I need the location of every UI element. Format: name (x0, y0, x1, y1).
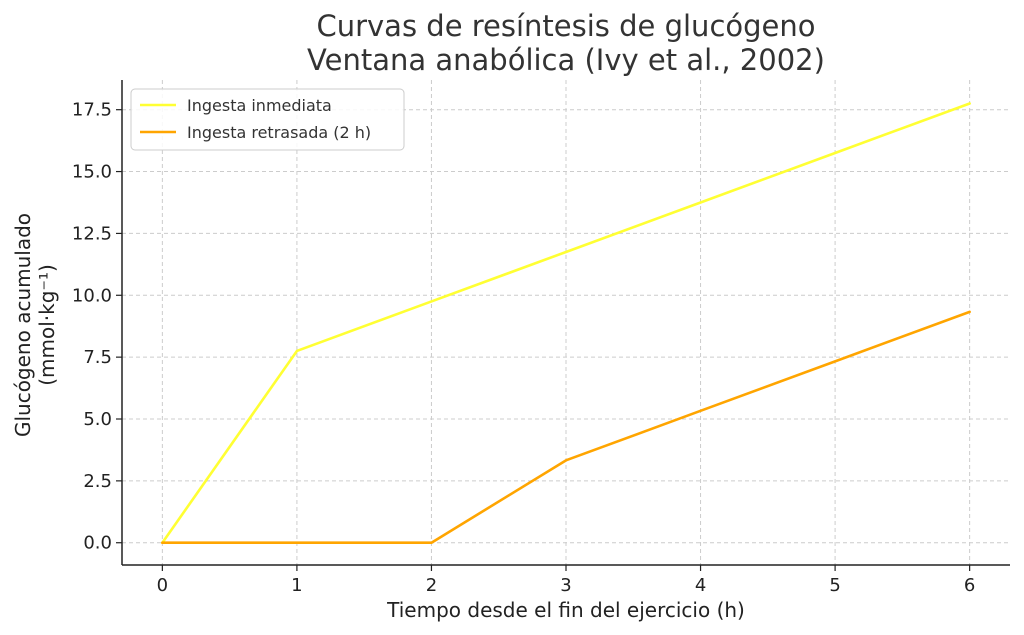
x-tick-label: 3 (560, 575, 571, 596)
y-axis-label-line-2: (mmol·kg⁻¹) (35, 264, 59, 386)
chart-title: Curvas de resíntesis de glucógeno Ventan… (307, 9, 825, 77)
y-axis-label-line-1: Glucógeno acumulado (11, 213, 35, 437)
y-tick-label: 7.5 (83, 347, 112, 368)
y-tick-label: 0.0 (83, 533, 112, 554)
series-line-1 (161, 102, 971, 545)
grid (122, 80, 1010, 565)
y-tick-label: 12.5 (72, 223, 112, 244)
legend-label-1: Ingesta inmediata (187, 96, 332, 115)
series-lines (161, 102, 971, 545)
chart-title-line-1: Curvas de resíntesis de glucógeno (316, 9, 815, 43)
x-tick-label: 1 (291, 575, 302, 596)
x-tick-label: 6 (964, 575, 975, 596)
y-tick-label: 5.0 (83, 409, 112, 430)
legend-box (130, 88, 405, 151)
x-tick-label: 2 (426, 575, 437, 596)
y-tick-label: 15.0 (72, 162, 112, 183)
x-tick-label: 0 (157, 575, 168, 596)
y-tick-label: 10.0 (72, 285, 112, 306)
x-tick-label: 4 (695, 575, 706, 596)
y-tick-label: 17.5 (72, 100, 112, 121)
x-tick-label: 5 (829, 575, 840, 596)
axes: 0 1 2 3 4 5 6 0.0 2.5 5.0 7.5 10.0 12.5 15.0 17.5 (72, 80, 1010, 596)
x-axis-label: Tiempo desde el fin del ejercicio (h) (386, 598, 745, 622)
legend-label-2: Ingesta retrasada (2 h) (187, 123, 371, 142)
series-line-2 (161, 310, 971, 545)
chart-title-line-2: Ventana anabólica (Ivy et al., 2002) (307, 43, 825, 77)
legend: Ingesta inmediata Ingesta retrasada (2 h) (130, 88, 405, 151)
y-tick-label: 2.5 (83, 471, 112, 492)
